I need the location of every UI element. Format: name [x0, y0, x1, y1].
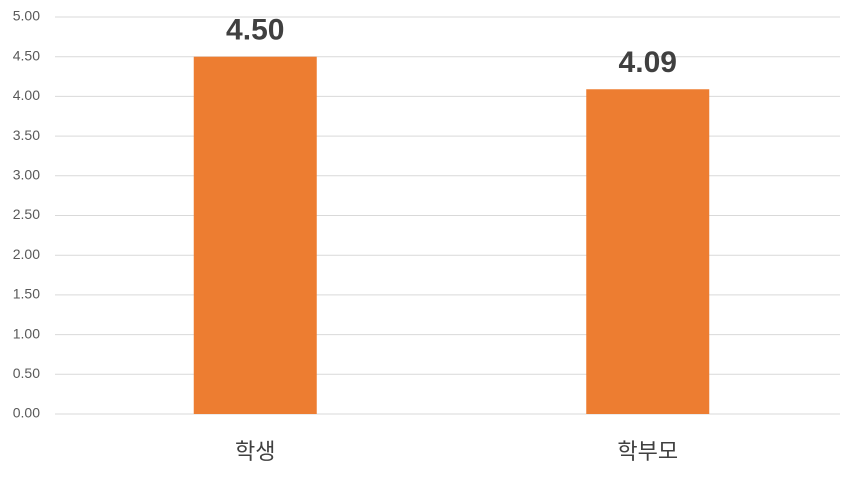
y-tick-label: 1.50 — [13, 286, 40, 302]
value-label: 4.09 — [619, 46, 677, 79]
bar — [586, 89, 710, 414]
y-tick-label: 2.50 — [13, 206, 40, 222]
bar — [193, 56, 317, 414]
y-tick-label: 5.00 — [13, 8, 40, 24]
y-tick-label: 1.00 — [13, 325, 40, 341]
y-tick-label: 4.50 — [13, 47, 40, 63]
y-tick-label: 0.00 — [13, 405, 40, 421]
y-tick-label: 2.00 — [13, 246, 40, 262]
value-label: 4.50 — [226, 14, 284, 47]
x-tick-label: 학생 — [235, 439, 275, 464]
x-tick-label: 학부모 — [617, 439, 678, 464]
y-tick-label: 3.00 — [13, 167, 40, 183]
y-tick-label: 4.00 — [13, 87, 40, 103]
y-tick-label: 3.50 — [13, 127, 40, 143]
y-tick-label: 0.50 — [13, 365, 40, 381]
